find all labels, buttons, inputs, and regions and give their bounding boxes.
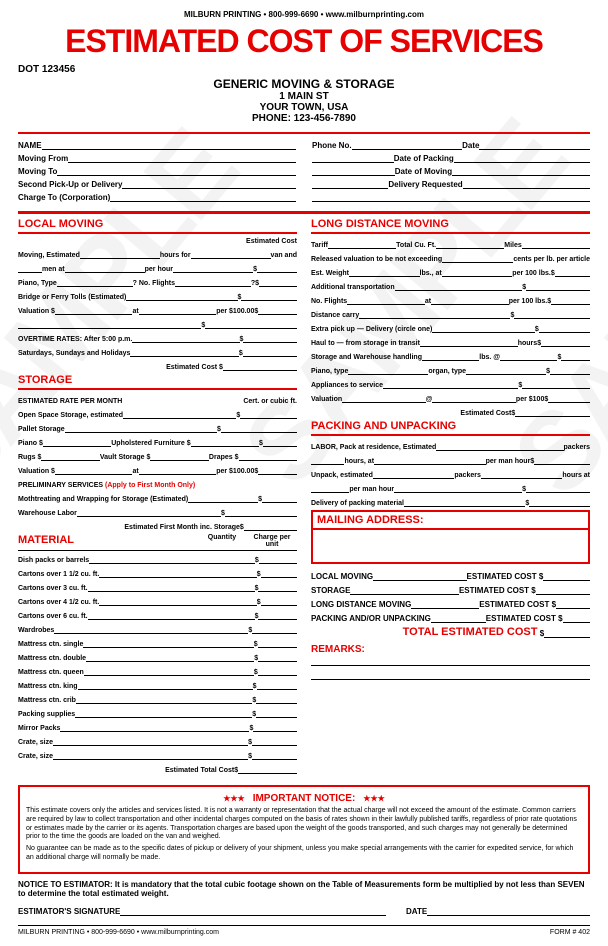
material-row: Cartons over 1 1/2 cu. ft.$ <box>18 567 297 578</box>
move-input[interactable] <box>452 166 590 176</box>
material-row: Cartons over 6 cu. ft.$ <box>18 609 297 620</box>
form-page: MILBURN PRINTING • 800-999-6690 • www.mi… <box>0 0 608 946</box>
charge-input[interactable] <box>110 192 296 202</box>
total-label: TOTAL ESTIMATED COST <box>403 626 538 638</box>
divider <box>18 132 590 134</box>
date-input[interactable] <box>479 140 590 150</box>
material-row: Mattress ctn. queen$ <box>18 665 297 676</box>
sig-date-label: DATE <box>406 907 427 916</box>
local-moving-title: LOCAL MOVING <box>18 218 297 234</box>
from-input[interactable] <box>68 153 296 163</box>
signature-row: ESTIMATOR'S SIGNATURE DATE <box>18 906 590 919</box>
material-row: Mattress ctn. king$ <box>18 679 297 690</box>
phone-input[interactable] <box>352 140 463 150</box>
footer-left: MILBURN PRINTING • 800-999-6690 • www.mi… <box>18 929 219 936</box>
packing-title: PACKING AND UNPACKING <box>311 420 590 436</box>
material-row: Dish packs or barrels$ <box>18 553 297 564</box>
delivery-input[interactable] <box>463 179 590 189</box>
material-row: Mattress ctn. single$ <box>18 637 297 648</box>
move-label: Date of Moving <box>395 167 452 176</box>
material-row: Wardrobes$ <box>18 623 297 634</box>
material-row: Crate, size$ <box>18 749 297 760</box>
summary-section: LOCAL MOVINGESTIMATED COST $ STORAGEESTI… <box>311 570 590 638</box>
name-input[interactable] <box>42 140 296 150</box>
header-top: MILBURN PRINTING • 800-999-6690 • www.mi… <box>18 10 590 19</box>
left-column: LOCAL MOVING Estimated Cost Moving, Esti… <box>18 214 297 777</box>
pack-label: Date of Packing <box>394 154 454 163</box>
long-distance-title: LONG DISTANCE MOVING <box>311 218 590 234</box>
company-name: GENERIC MOVING & STORAGE <box>18 77 590 91</box>
notice-title: IMPORTANT NOTICE: <box>26 793 582 804</box>
charge-label: Charge To (Corporation) <box>18 193 110 202</box>
delivery-label: Delivery Requested <box>388 180 462 189</box>
material-row: Mirror Packs$ <box>18 721 297 732</box>
to-label: Moving To <box>18 167 57 176</box>
mailing-address-box: MAILING ADDRESS: <box>311 510 590 564</box>
to-input[interactable] <box>57 166 296 176</box>
footer-right: FORM # 402 <box>550 929 590 936</box>
material-row: Cartons over 3 cu. ft.$ <box>18 581 297 592</box>
material-row: Mattress ctn. crib$ <box>18 693 297 704</box>
material-row: Mattress ctn. double$ <box>18 651 297 662</box>
footer: MILBURN PRINTING • 800-999-6690 • www.mi… <box>18 925 590 936</box>
est-cost-header: Estimated Cost <box>18 238 297 245</box>
sig-input[interactable] <box>120 906 386 916</box>
notice-p1: This estimate covers only the articles a… <box>26 807 582 842</box>
notice-p2: No guarantee can be made as to the speci… <box>26 845 582 863</box>
material-row: Crate, size$ <box>18 735 297 746</box>
name-label: NAME <box>18 141 42 150</box>
material-title: MATERIAL <box>18 534 197 548</box>
material-row: Cartons over 4 1/2 cu. ft.$ <box>18 595 297 606</box>
main-columns: LOCAL MOVING Estimated Cost Moving, Esti… <box>18 211 590 777</box>
page-title: ESTIMATED COST OF SERVICES <box>18 23 590 60</box>
address-2: YOUR TOWN, USA <box>18 102 590 113</box>
right-column: LONG DISTANCE MOVING TariffTotal Cu. Ft.… <box>311 214 590 777</box>
address-1: 1 MAIN ST <box>18 91 590 102</box>
sig-label: ESTIMATOR'S SIGNATURE <box>18 907 120 916</box>
sig-date-input[interactable] <box>427 906 590 916</box>
remarks-line[interactable] <box>311 671 590 680</box>
second-label: Second Pick-Up or Delivery <box>18 180 122 189</box>
mailing-title: MAILING ADDRESS: <box>313 510 588 530</box>
mailing-body[interactable] <box>313 530 588 562</box>
phone-label: Phone No. <box>312 141 352 150</box>
dot-number: DOT 123456 <box>18 64 590 75</box>
remarks-label: REMARKS: <box>311 644 590 655</box>
date-label: Date <box>462 141 479 150</box>
important-notice: IMPORTANT NOTICE: This estimate covers o… <box>18 785 590 874</box>
notice-estimator: NOTICE TO ESTIMATOR: It is mandatory tha… <box>18 880 590 898</box>
material-row: Packing supplies$ <box>18 707 297 718</box>
phone: PHONE: 123-456-7890 <box>18 113 590 124</box>
second-input[interactable] <box>122 179 296 189</box>
from-label: Moving From <box>18 154 68 163</box>
info-section: NAME Moving From Moving To Second Pick-U… <box>18 140 590 205</box>
pack-input[interactable] <box>454 153 590 163</box>
remarks-line[interactable] <box>311 657 590 666</box>
storage-title: STORAGE <box>18 374 297 390</box>
